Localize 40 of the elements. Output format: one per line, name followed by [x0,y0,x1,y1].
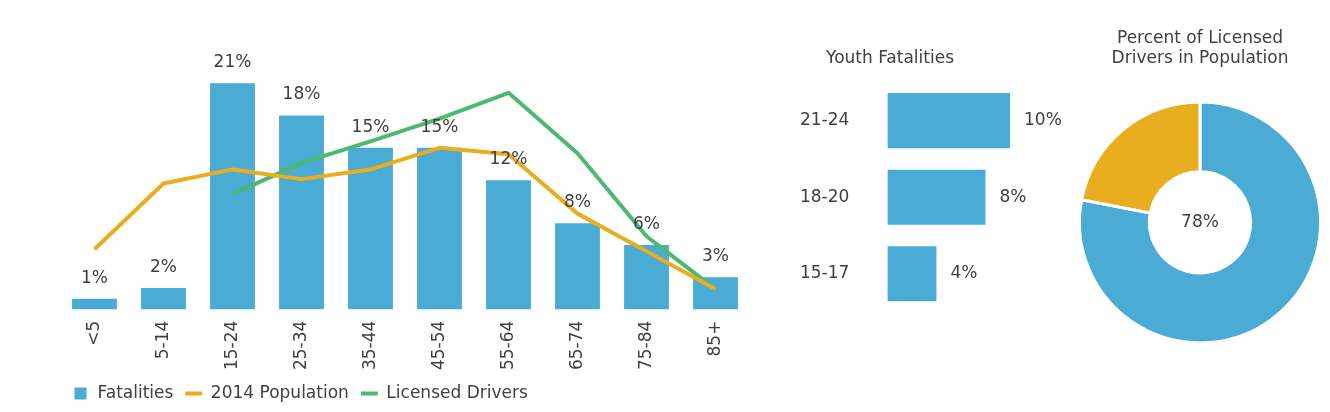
legend-label: 2014 Population [210,381,349,402]
bar [693,277,738,310]
y-tick-label: 15-17 [799,262,850,283]
bar [486,180,531,310]
data-label: 21% [213,51,252,72]
data-label: 1% [81,266,108,287]
data-label: 8% [564,191,591,212]
data-label: 2% [150,255,177,276]
data-label: 4% [950,262,978,283]
data-label: 10% [1024,109,1062,130]
x-tick-label: 75-84 [634,320,655,371]
x-tick-label: 55-64 [496,320,517,371]
x-tick-label: 65-74 [565,320,586,371]
data-label: 3% [702,245,729,266]
bar [417,147,462,310]
bar [141,288,186,310]
x-tick-label: 5-14 [151,320,172,360]
legend-label: Fatalities [97,381,174,402]
bar [348,147,393,310]
legend-label: Licensed Drivers [386,381,528,402]
x-tick-label: <5 [82,320,103,346]
data-label: 78% [1181,210,1219,231]
x-tick-label: 15-24 [220,320,241,371]
bar [624,244,669,310]
data-label: 15% [420,115,459,136]
y-tick-label: 18-20 [799,185,850,206]
bar [555,223,600,310]
x-tick-label: 45-54 [427,320,448,371]
y-tick-label: 21-24 [799,109,850,130]
x-tick-label: 85+ [703,320,724,357]
data-label: 8% [999,185,1027,206]
x-tick-label: 35-44 [358,320,379,371]
x-tick-label: 25-34 [289,320,310,371]
bar [210,83,255,310]
bar [279,115,324,310]
data-label: 18% [282,83,321,104]
chart-title: Percent of Licensed Drivers in Population [1111,26,1289,68]
chart-title: Youth Fatalities [824,46,955,67]
data-label: 15% [351,115,390,136]
bar [72,298,117,310]
